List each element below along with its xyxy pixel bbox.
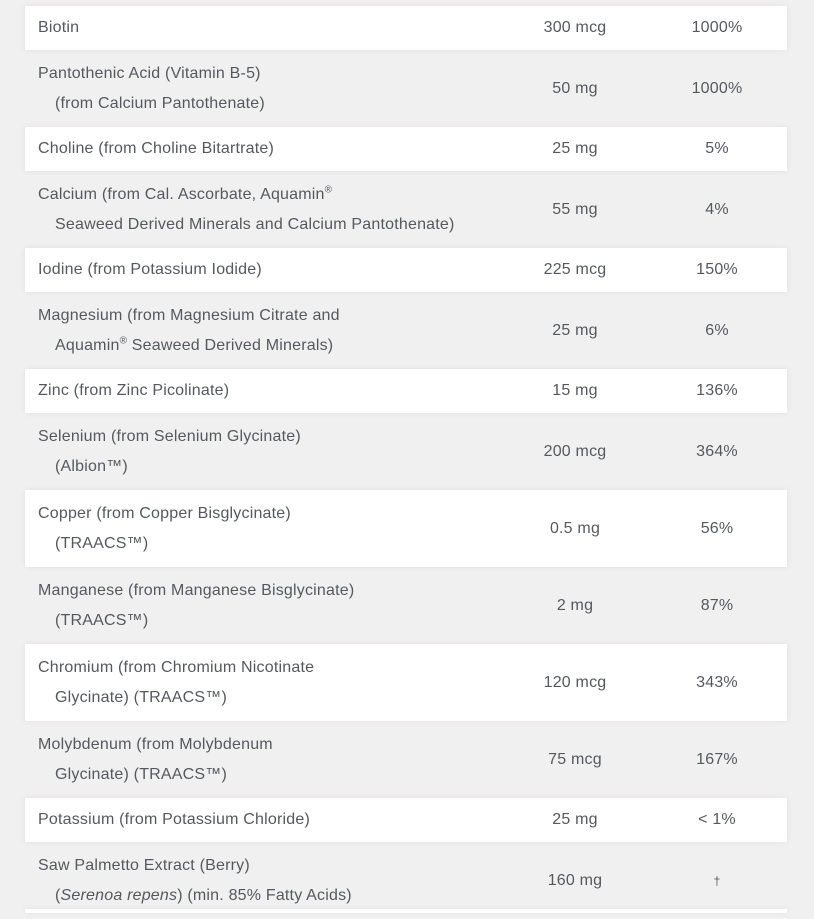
supplement-table: Biotin 300 mcg 1000% Pantothenic Acid (V…: [25, 6, 787, 919]
nutrient-daily-value: 150%: [696, 261, 738, 278]
nutrient-daily-value: 56%: [700, 519, 734, 537]
nutrient-name: Pantothenic Acid (Vitamin B-5) (from Calc…: [25, 59, 503, 119]
nutrient-name: Manganese (from Manganese Bisglycinate) (…: [25, 576, 503, 636]
nutrient-amount: 25 mg: [552, 811, 598, 828]
nutrient-name-line: Potassium (from Potassium Chloride): [38, 811, 310, 828]
nutrient-name: Zinc (from Zinc Picolinate): [25, 376, 503, 406]
table-row: Copper (from Copper Bisglycinate) (TRAACS…: [25, 490, 787, 567]
nutrient-daily-value: 136%: [696, 382, 738, 399]
nutrient-name-line: Pantothenic Acid (Vitamin B-5): [38, 64, 261, 82]
dagger-symbol: †: [713, 873, 721, 888]
nutrient-name-line: (TRAACS™): [55, 611, 149, 629]
nutrient-name-line: Copper (from Copper Bisglycinate): [38, 504, 291, 522]
nutrient-amount: 160 mg: [547, 871, 603, 889]
nutrient-name-line: Aquamin® Seaweed Derived Minerals): [55, 335, 334, 354]
nutrient-amount: 15 mg: [552, 382, 598, 399]
nutrient-daily-value: 1000%: [691, 19, 743, 36]
nutrient-name: Molybdenum (from Molybdenum Glycinate) (T…: [25, 730, 503, 790]
table-row: Zinc (from Zinc Picolinate) 15 mg 136%: [25, 369, 787, 413]
nutrient-amount: 25 mg: [552, 140, 598, 157]
nutrient-name-line: Molybdenum (from Molybdenum: [38, 735, 273, 753]
nutrient-name-line: Zinc (from Zinc Picolinate): [38, 382, 230, 399]
nutrient-amount: 25 mg: [552, 321, 598, 339]
table-row: Magnesium (from Magnesium Citrate and Aqu…: [25, 292, 787, 369]
nutrient-name: Copper (from Copper Bisglycinate) (TRAACS…: [25, 499, 503, 559]
nutrient-name-line: Biotin: [38, 19, 80, 36]
nutrient-name-line: Chromium (from Chromium Nicotinate: [38, 658, 315, 676]
nutrient-name-line: Selenium (from Selenium Glycinate): [38, 427, 301, 445]
nutrient-name-line: Manganese (from Manganese Bisglycinate): [38, 581, 355, 599]
nutrient-name-line: Glycinate) (TRAACS™): [55, 688, 228, 706]
nutrient-amount: 300 mcg: [543, 19, 607, 36]
nutrient-name: Calcium (from Cal. Ascorbate, Aquamin® Se…: [25, 180, 503, 240]
table-row: Chromium (from Chromium Nicotinate Glycin…: [25, 644, 787, 721]
table-row: Manganese (from Manganese Bisglycinate) (…: [25, 567, 787, 644]
nutrient-amount: 200 mcg: [543, 442, 607, 460]
table-row: Calcium (from Cal. Ascorbate, Aquamin® Se…: [25, 171, 787, 248]
nutrient-name: Selenium (from Selenium Glycinate) (Albio…: [25, 422, 503, 482]
nutrient-name-line: Choline (from Choline Bitartrate): [38, 140, 275, 157]
nutrient-amount: 225 mcg: [543, 261, 607, 278]
nutrient-amount: 75 mcg: [548, 750, 602, 768]
nutrient-name: Saw Palmetto Extract (Berry) (Serenoa rep…: [25, 851, 503, 911]
nutrient-daily-value: 87%: [700, 596, 734, 614]
nutrient-daily-value: 343%: [696, 673, 738, 691]
nutrient-name: Choline (from Choline Bitartrate): [25, 134, 503, 164]
nutrient-amount: 0.5 mg: [549, 519, 601, 537]
nutrient-name: Biotin: [25, 13, 503, 43]
nutrient-daily-value: 364%: [696, 442, 738, 460]
nutrient-name: Iodine (from Potassium Iodide): [25, 255, 503, 285]
table-row: Pantothenic Acid (Vitamin B-5) (from Calc…: [25, 50, 787, 127]
nutrient-name-line: (from Calcium Pantothenate): [55, 94, 265, 112]
nutrient-name: Chromium (from Chromium Nicotinate Glycin…: [25, 653, 503, 713]
nutrient-name-line: Saw Palmetto Extract (Berry): [38, 856, 250, 874]
nutrient-daily-value: 4%: [705, 200, 729, 218]
nutrient-daily-value: †: [647, 872, 787, 890]
nutrient-amount: 50 mg: [552, 79, 598, 97]
nutrient-name-line: (Albion™): [55, 457, 128, 475]
nutrient-name-line: (Serenoa repens) (min. 85% Fatty Acids): [55, 886, 352, 904]
nutrient-name-line: Magnesium (from Magnesium Citrate and: [38, 306, 340, 324]
nutrient-daily-value: < 1%: [698, 811, 736, 828]
table-row: Biotin 300 mcg 1000%: [25, 6, 787, 50]
table-row: Molybdenum (from Molybdenum Glycinate) (T…: [25, 721, 787, 798]
table-row: Choline (from Choline Bitartrate) 25 mg …: [25, 127, 787, 171]
nutrient-amount: 2 mg: [556, 596, 594, 614]
nutrient-name-line: (TRAACS™): [55, 534, 149, 552]
nutrient-daily-value: 1000%: [691, 79, 743, 97]
nutrient-name-line: Iodine (from Potassium Iodide): [38, 261, 262, 278]
nutrient-amount: 55 mg: [552, 200, 598, 218]
table-row: Potassium (from Potassium Chloride) 25 m…: [25, 798, 787, 842]
nutrient-name-line: Glycinate) (TRAACS™): [55, 765, 228, 783]
next-row-partial: [25, 909, 787, 913]
nutrient-name: Magnesium (from Magnesium Citrate and Aqu…: [25, 301, 503, 361]
nutrient-name-line: Calcium (from Cal. Ascorbate, Aquamin®: [38, 184, 333, 203]
table-row: Selenium (from Selenium Glycinate) (Albio…: [25, 413, 787, 490]
nutrient-daily-value: 167%: [696, 750, 738, 768]
table-row: Saw Palmetto Extract (Berry) (Serenoa rep…: [25, 842, 787, 919]
nutrient-daily-value: 6%: [705, 321, 729, 339]
nutrient-amount: 120 mcg: [543, 673, 607, 691]
nutrient-name: Potassium (from Potassium Chloride): [25, 805, 503, 835]
nutrient-name-line: Seaweed Derived Minerals and Calcium Pan…: [55, 215, 455, 233]
nutrient-daily-value: 5%: [705, 140, 729, 157]
table-row: Iodine (from Potassium Iodide) 225 mcg 1…: [25, 248, 787, 292]
